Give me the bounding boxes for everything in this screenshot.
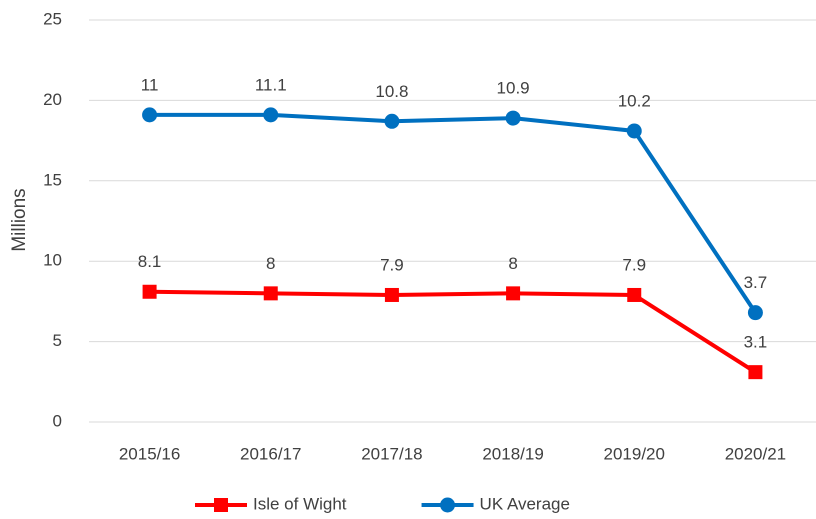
y-tick-label: 25 xyxy=(43,9,62,28)
data-label: 8 xyxy=(266,254,275,273)
series-line xyxy=(149,112,758,314)
data-label: 10.9 xyxy=(497,79,530,98)
data-point xyxy=(627,287,642,302)
data-point xyxy=(384,287,399,302)
data-point xyxy=(263,107,279,123)
x-tick-label: 2016/17 xyxy=(240,444,301,463)
data-point xyxy=(384,113,400,129)
data-point xyxy=(142,107,158,123)
data-point xyxy=(142,284,157,299)
x-tick-label: 2015/16 xyxy=(119,444,180,463)
legend-label: Isle of Wight xyxy=(253,494,347,513)
y-tick-label: 20 xyxy=(43,90,62,109)
y-tick-label: 15 xyxy=(43,170,62,189)
data-label: 7.9 xyxy=(622,255,646,274)
y-tick-label: 5 xyxy=(53,331,62,350)
x-tick-label: 2019/20 xyxy=(604,444,665,463)
data-point xyxy=(747,305,763,321)
x-tick-label: 2017/18 xyxy=(361,444,422,463)
y-tick-label: 10 xyxy=(43,251,62,270)
x-tick-label: 2018/19 xyxy=(482,444,543,463)
data-label: 10.8 xyxy=(375,82,408,101)
data-label: 8.1 xyxy=(138,252,162,271)
series-line xyxy=(149,289,757,374)
data-label: 11 xyxy=(141,75,159,94)
y-axis-label: Millions xyxy=(9,188,30,251)
data-point xyxy=(505,110,521,126)
data-point xyxy=(506,286,521,301)
legend-marker xyxy=(440,497,456,513)
y-tick-label: 0 xyxy=(53,411,62,430)
data-label: 3.1 xyxy=(744,333,768,352)
x-tick-label: 2020/21 xyxy=(725,444,786,463)
data-label: 10.2 xyxy=(618,91,651,110)
data-label: 11.1 xyxy=(255,75,287,94)
data-label: 7.9 xyxy=(380,255,404,274)
data-label: 8 xyxy=(508,254,517,273)
legend-marker xyxy=(214,498,228,512)
data-point xyxy=(748,365,763,380)
legend-label: UK Average xyxy=(480,494,570,513)
data-label: 3.7 xyxy=(744,273,768,292)
data-point xyxy=(263,286,278,301)
data-point xyxy=(626,123,642,139)
